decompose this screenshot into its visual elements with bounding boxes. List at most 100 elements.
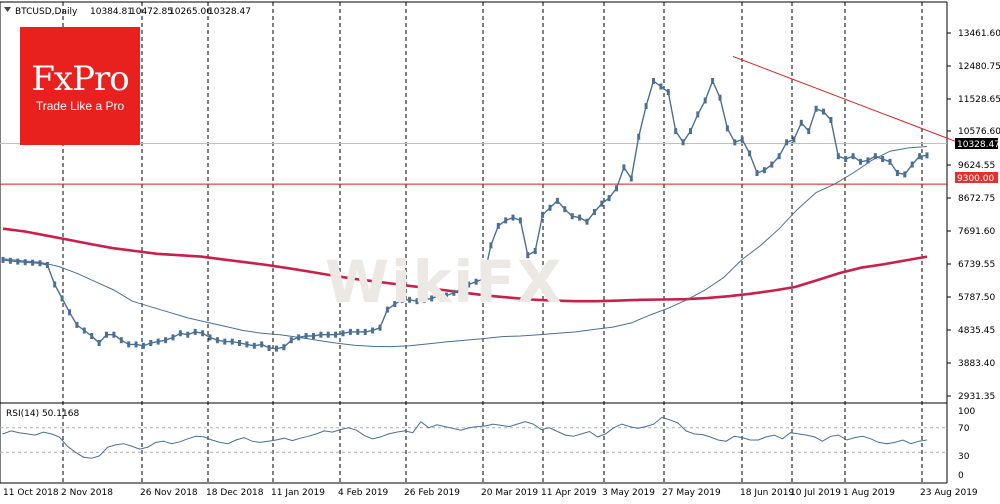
price-bar xyxy=(356,328,360,335)
price-bar xyxy=(570,213,574,220)
support-price-tag: 9300.00 xyxy=(955,172,998,184)
price-tick-label: 4835.45 xyxy=(958,326,995,336)
price-bar xyxy=(792,136,796,143)
price-bar xyxy=(230,338,234,345)
price-bar xyxy=(326,331,330,338)
price-bar xyxy=(289,337,293,344)
price-bar xyxy=(748,150,752,157)
price-bar xyxy=(141,342,145,349)
price-bar xyxy=(408,296,412,303)
time-tick-label: 23 Aug 2019 xyxy=(920,488,978,498)
rsi-point xyxy=(243,437,245,439)
price-bar xyxy=(186,331,190,338)
price-bar xyxy=(659,83,663,90)
ma-fast-line xyxy=(2,146,928,348)
price-tick-label: 13461.60 xyxy=(958,29,1000,39)
price-tick-label: 10576.60 xyxy=(958,127,1000,137)
price-tick-label: 5787.50 xyxy=(958,293,995,303)
time-tick-label: 2 Nov 2018 xyxy=(61,488,113,498)
price-bar xyxy=(762,167,766,174)
rsi-point xyxy=(323,430,325,432)
price-tick-label: 7691.60 xyxy=(958,227,995,237)
price-bar xyxy=(223,338,227,345)
price-bar xyxy=(881,156,885,162)
price-bar xyxy=(393,301,397,307)
price-bar xyxy=(629,175,633,182)
header-close: 10328.47 xyxy=(208,7,251,17)
price-bar xyxy=(799,119,803,126)
price-bar xyxy=(267,345,271,351)
price-bar xyxy=(770,161,774,168)
rsi-tick-label: 70 xyxy=(958,424,970,434)
rsi-point xyxy=(725,440,727,442)
dropdown-triangle-icon[interactable] xyxy=(4,7,11,12)
price-bar xyxy=(193,328,197,335)
price-bar xyxy=(304,333,308,339)
price-bar xyxy=(348,328,352,335)
rsi-line xyxy=(2,416,928,459)
price-tick-label: 2931.35 xyxy=(958,392,995,402)
watermark-text: WikiFX xyxy=(325,248,564,316)
price-bar xyxy=(215,337,219,344)
price-bar xyxy=(918,153,922,160)
price-bar xyxy=(400,296,404,303)
price-bar xyxy=(282,344,286,351)
price-bar xyxy=(378,324,382,331)
price-bar xyxy=(171,334,175,341)
price-bar xyxy=(238,340,241,346)
price-bar xyxy=(637,133,641,140)
price-bar xyxy=(23,259,27,266)
rsi-point xyxy=(645,426,647,428)
rsi-point xyxy=(404,430,406,432)
price-bar xyxy=(134,341,138,348)
time-tick-label: 11 Oct 2018 xyxy=(3,488,59,498)
price-bar xyxy=(482,275,485,282)
rsi-tick-label: 30 xyxy=(958,452,970,462)
price-bar xyxy=(785,139,789,146)
header-symbol: BTCUSD,Daily xyxy=(15,7,78,17)
price-bar xyxy=(740,136,744,143)
price-bar xyxy=(119,337,123,344)
header-high: 10472.85 xyxy=(130,7,173,17)
price-bar xyxy=(45,262,49,268)
price-bar xyxy=(615,185,618,192)
price-bar xyxy=(600,200,604,207)
price-bar xyxy=(363,328,367,335)
price-bar xyxy=(851,153,855,160)
price-bar xyxy=(82,327,86,334)
price-bar xyxy=(578,214,582,221)
price-bar xyxy=(467,281,471,288)
time-tick-label: 26 Feb 2019 xyxy=(404,488,460,498)
time-tick-label: 27 May 2019 xyxy=(662,488,721,498)
price-bar xyxy=(859,158,862,165)
price-bar xyxy=(97,340,101,346)
price-tick-label: 9624.55 xyxy=(958,161,995,171)
price-bar xyxy=(814,105,818,112)
time-tick-label: 11 Apr 2019 xyxy=(541,488,597,498)
time-tick-label: 20 Mar 2019 xyxy=(481,488,538,498)
price-bar xyxy=(822,108,825,115)
price-bar xyxy=(208,334,212,341)
price-bar xyxy=(910,161,914,168)
price-bar xyxy=(319,331,323,338)
price-bar xyxy=(585,218,589,225)
chart-header: BTCUSD,Daily 10384.81 10472.85 10265.06 … xyxy=(4,7,251,17)
price-bar xyxy=(334,331,338,338)
price-bar xyxy=(511,214,515,221)
time-tick-label: 3 May 2019 xyxy=(602,488,655,498)
time-tick-label: 1 Aug 2019 xyxy=(843,488,895,498)
price-bar xyxy=(474,278,478,285)
price-bar xyxy=(548,204,552,211)
price-tick-label: 8672.75 xyxy=(958,194,995,204)
price-bar xyxy=(156,338,160,345)
price-bar xyxy=(90,333,94,339)
rsi-point xyxy=(82,456,84,458)
price-bar xyxy=(112,331,116,338)
price-bar xyxy=(1,256,5,263)
rsi-point xyxy=(886,443,888,445)
rsi-point xyxy=(163,440,165,442)
support-tag-box xyxy=(955,172,998,183)
price-bar xyxy=(312,333,315,339)
